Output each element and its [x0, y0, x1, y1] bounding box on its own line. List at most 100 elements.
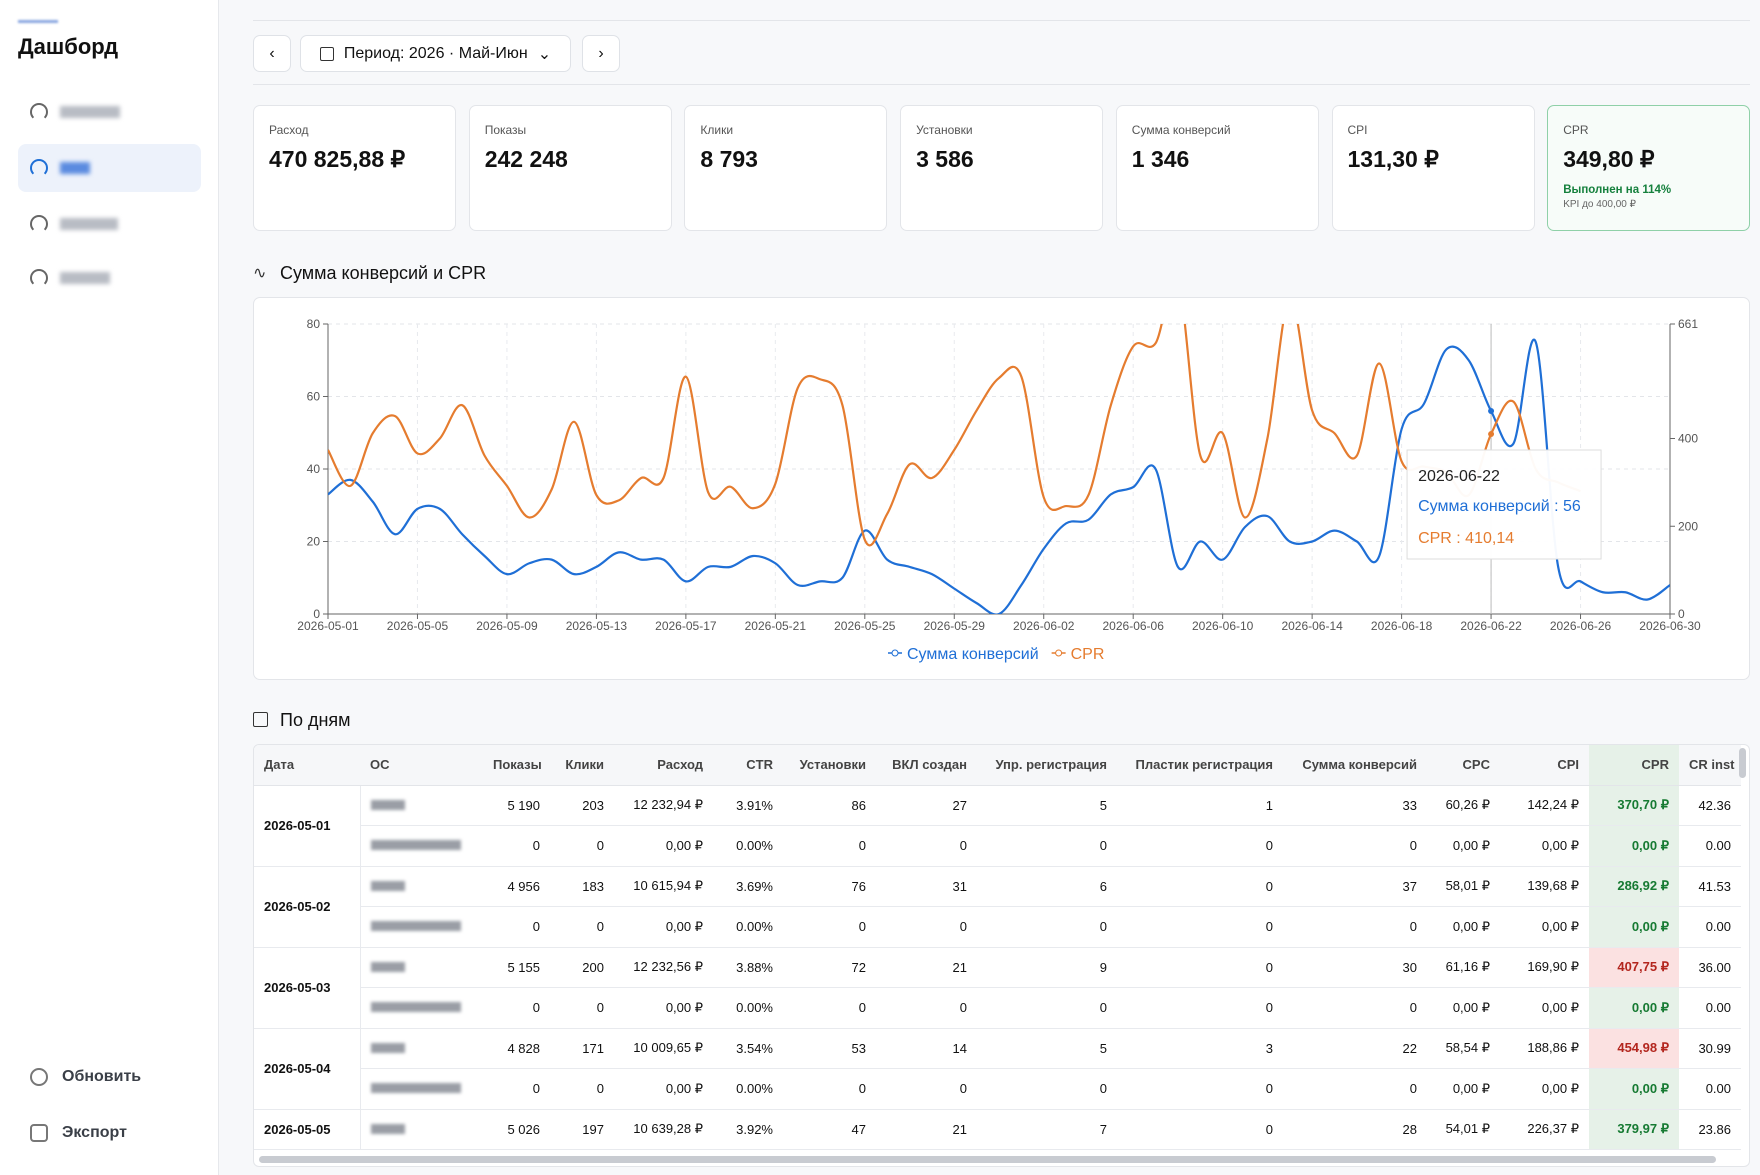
cell: 0 — [876, 1068, 977, 1110]
kpi-label: Сумма конверсий — [1131, 123, 1231, 137]
column-header: Показы — [483, 745, 550, 786]
cell: 58,54 ₽ — [1427, 1028, 1500, 1069]
cell: 0,00 ₽ — [1589, 1068, 1679, 1110]
cell: 0 — [1117, 825, 1283, 867]
cell: 0,00 ₽ — [1500, 987, 1589, 1029]
cell: 3.88% — [713, 947, 783, 988]
cell: 30.99 — [1679, 1028, 1741, 1069]
cell: 188,86 ₽ — [1500, 1028, 1589, 1069]
column-header: Упр. регистрация — [977, 745, 1117, 786]
cell: 36.00 — [1679, 947, 1741, 988]
x-tick-label: 2026-05-09 — [476, 619, 538, 633]
kpi-value: 242 248 — [484, 146, 568, 172]
table-title: По дням — [280, 710, 351, 730]
tooltip-line: CPR : 410,14 — [1418, 530, 1514, 547]
os-redacted — [370, 799, 405, 810]
table-row: 0 0 0,00 ₽0.00% 0 0 0 0 0 0,00 ₽0,00 ₽0,00 ₽0.00 — [254, 987, 1741, 1029]
cell: 42.36 — [1679, 785, 1741, 826]
refresh-button[interactable]: Обновить — [30, 1068, 141, 1086]
x-tick-label: 2026-05-13 — [566, 619, 628, 633]
y2-tick-label: 0 — [1678, 607, 1685, 621]
date-cell: 2026-05-02 — [254, 866, 361, 948]
series-line — [328, 324, 1581, 547]
date-cell: 2026-05-05 — [254, 1109, 361, 1150]
legend-label: CPR — [1071, 646, 1105, 663]
period-button[interactable]: Период: 2026 · Май-Июн ⌄ — [300, 35, 571, 72]
cell: 0 — [977, 825, 1117, 867]
nav-item[interactable] — [18, 88, 201, 136]
table: Дата ОС Показы Клики Расход CTR Установки ВКЛ с… — [254, 745, 1741, 1150]
cell: 23.86 — [1679, 1109, 1741, 1150]
nav-item[interactable] — [18, 254, 201, 302]
column-header: ВКЛ создан — [876, 745, 977, 786]
cell: 0 — [550, 987, 614, 1029]
date-cell: 2026-05-04 — [254, 1028, 361, 1110]
cell: 0,00 ₽ — [614, 987, 713, 1029]
cell: 0.00 — [1679, 825, 1741, 867]
cell: 0 — [876, 906, 977, 948]
cell: 3.69% — [713, 866, 783, 907]
column-header: CR inst — [1679, 745, 1741, 786]
column-header: CPR — [1589, 745, 1679, 786]
os-redacted — [370, 880, 405, 891]
h-scrollbar[interactable] — [259, 1156, 1716, 1163]
os-redacted — [370, 1123, 405, 1134]
date-cell: 2026-05-01 — [254, 785, 361, 867]
cell: 0 — [783, 825, 876, 867]
export-button[interactable]: Экспорт — [30, 1124, 127, 1142]
os-cell — [360, 906, 483, 948]
column-header: CTR — [713, 745, 783, 786]
cell: 7 — [977, 1109, 1117, 1150]
kpi-label: CPI — [1347, 123, 1368, 137]
x-tick-label: 2026-05-25 — [834, 619, 896, 633]
cell: 0.00 — [1679, 1068, 1741, 1110]
y-tick-label: 40 — [307, 462, 321, 476]
kpi-value: 8 793 — [700, 146, 758, 172]
kpi-value: 3 586 — [916, 146, 974, 172]
cell: 0,00 ₽ — [1427, 906, 1500, 948]
cell: 0,00 ₽ — [1500, 825, 1589, 867]
cell: 0 — [977, 1068, 1117, 1110]
cell: 0,00 ₽ — [1500, 906, 1589, 948]
column-header: CPC — [1427, 745, 1500, 786]
y-tick-label: 20 — [307, 535, 321, 549]
cell: 286,92 ₽ — [1589, 866, 1679, 907]
table-row: 2026-05-01 5 190 203 12 232,94 ₽3.91% 86 27 5 1… — [254, 785, 1741, 867]
cell: 0 — [876, 987, 977, 1029]
table-row: 2026-05-03 5 155 200 12 232,56 ₽3.88% 72 21 9 0… — [254, 947, 1741, 1029]
cell: 200 — [550, 947, 614, 988]
column-header: Пластик регистрация — [1117, 745, 1283, 786]
cell: 10 615,94 ₽ — [614, 866, 713, 907]
cell: 0 — [550, 825, 614, 867]
x-tick-label: 2026-06-30 — [1639, 619, 1701, 633]
tooltip-title: 2026-06-22 — [1418, 468, 1500, 485]
v-scrollbar[interactable] — [1739, 748, 1746, 778]
prev-button[interactable]: ‹ — [253, 35, 291, 72]
cell: 4 828 — [483, 1028, 550, 1069]
cell: 0.00% — [713, 906, 783, 948]
os-redacted — [370, 1042, 405, 1053]
cell: 0,00 ₽ — [1427, 1068, 1500, 1110]
os-cell — [360, 1068, 483, 1110]
cell: 4 956 — [483, 866, 550, 907]
kpi-value: 131,30 ₽ — [1347, 146, 1439, 172]
cell: 370,70 ₽ — [1589, 785, 1679, 826]
cell: 169,90 ₽ — [1500, 947, 1589, 988]
cell: 5 — [977, 1028, 1117, 1069]
cell: 226,37 ₽ — [1500, 1109, 1589, 1150]
cell: 0 — [483, 987, 550, 1029]
next-button[interactable]: › — [582, 35, 620, 72]
cell: 0 — [483, 906, 550, 948]
cell: 0,00 ₽ — [1500, 1068, 1589, 1110]
period-label: Период: 2026 · Май-Июн — [343, 44, 528, 62]
y-tick-label: 60 — [307, 390, 321, 404]
cell: 9 — [977, 947, 1117, 988]
nav-item-active[interactable] — [18, 144, 201, 192]
nav-item[interactable] — [18, 200, 201, 248]
kpi-value: 1 346 — [1131, 146, 1190, 172]
column-header: ОС — [360, 745, 483, 786]
cell: 0 — [483, 1068, 550, 1110]
cell: 53 — [783, 1028, 876, 1069]
legend-item: Сумма конверсий — [888, 646, 1039, 663]
kpi-card: CPI 131,30 ₽ — [1331, 105, 1535, 231]
